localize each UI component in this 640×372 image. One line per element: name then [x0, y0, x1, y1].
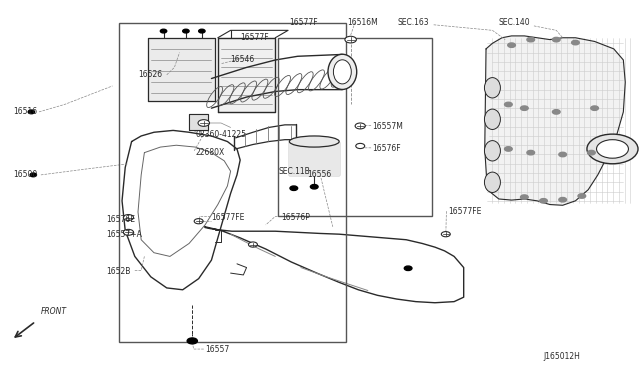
Text: SEC.140: SEC.140 — [499, 19, 531, 28]
Circle shape — [345, 36, 356, 43]
Text: 16556: 16556 — [307, 170, 332, 179]
Text: 16516: 16516 — [13, 108, 38, 116]
Circle shape — [198, 120, 209, 126]
Circle shape — [520, 106, 528, 110]
Text: 08360-41225: 08360-41225 — [195, 129, 246, 139]
Circle shape — [552, 37, 560, 42]
Text: 16577F: 16577F — [289, 19, 318, 28]
Circle shape — [504, 147, 512, 151]
Text: 1652B: 1652B — [106, 267, 131, 276]
Circle shape — [187, 338, 197, 344]
Text: 16576P: 16576P — [282, 213, 310, 222]
Circle shape — [591, 106, 598, 110]
Text: 16577FE: 16577FE — [448, 208, 481, 217]
Circle shape — [194, 219, 203, 224]
Ellipse shape — [333, 60, 351, 84]
Text: 16577FE: 16577FE — [211, 213, 245, 222]
Text: 16546: 16546 — [230, 55, 255, 64]
Circle shape — [572, 40, 579, 45]
Text: 16576F: 16576F — [372, 144, 401, 153]
Circle shape — [30, 173, 36, 177]
Circle shape — [182, 29, 189, 33]
Text: 16516M: 16516M — [347, 19, 378, 28]
Circle shape — [527, 37, 534, 42]
Text: SEC.11B: SEC.11B — [278, 167, 310, 176]
Ellipse shape — [484, 78, 500, 98]
Text: 16500: 16500 — [13, 170, 38, 179]
Polygon shape — [189, 114, 208, 131]
Circle shape — [161, 29, 167, 33]
Circle shape — [198, 29, 205, 33]
Text: 16557: 16557 — [205, 345, 229, 354]
Text: SEC.163: SEC.163 — [398, 19, 429, 28]
Polygon shape — [148, 38, 214, 101]
Circle shape — [28, 110, 35, 114]
Circle shape — [596, 140, 628, 158]
Text: 16557+A: 16557+A — [106, 230, 142, 239]
Circle shape — [124, 215, 134, 221]
Bar — [278, 38, 432, 216]
Circle shape — [588, 150, 595, 155]
Circle shape — [540, 199, 547, 203]
Ellipse shape — [289, 136, 339, 147]
Polygon shape — [218, 38, 275, 112]
Polygon shape — [289, 141, 339, 175]
Circle shape — [587, 134, 638, 164]
Text: FRONT: FRONT — [41, 307, 67, 316]
Text: 16557M: 16557M — [372, 122, 403, 131]
Ellipse shape — [484, 109, 500, 129]
Text: J165012H: J165012H — [543, 352, 580, 361]
Ellipse shape — [328, 54, 356, 89]
Circle shape — [527, 150, 534, 155]
Text: 16576E: 16576E — [106, 215, 135, 224]
Circle shape — [356, 143, 365, 148]
Circle shape — [124, 230, 134, 235]
Bar — [119, 23, 346, 341]
Text: 16526: 16526 — [138, 70, 162, 79]
Circle shape — [559, 198, 566, 202]
Circle shape — [442, 232, 451, 237]
Circle shape — [355, 123, 365, 129]
Ellipse shape — [484, 141, 500, 161]
Text: 16577F: 16577F — [240, 33, 269, 42]
Circle shape — [578, 194, 586, 198]
Circle shape — [248, 242, 257, 247]
Circle shape — [559, 152, 566, 157]
Circle shape — [290, 186, 298, 190]
Circle shape — [310, 185, 318, 189]
Circle shape — [520, 195, 528, 199]
Circle shape — [552, 110, 560, 114]
Circle shape — [508, 43, 515, 47]
Circle shape — [404, 266, 412, 270]
Text: 22680X: 22680X — [195, 148, 225, 157]
Polygon shape — [484, 36, 625, 205]
Ellipse shape — [484, 172, 500, 192]
Circle shape — [504, 102, 512, 107]
